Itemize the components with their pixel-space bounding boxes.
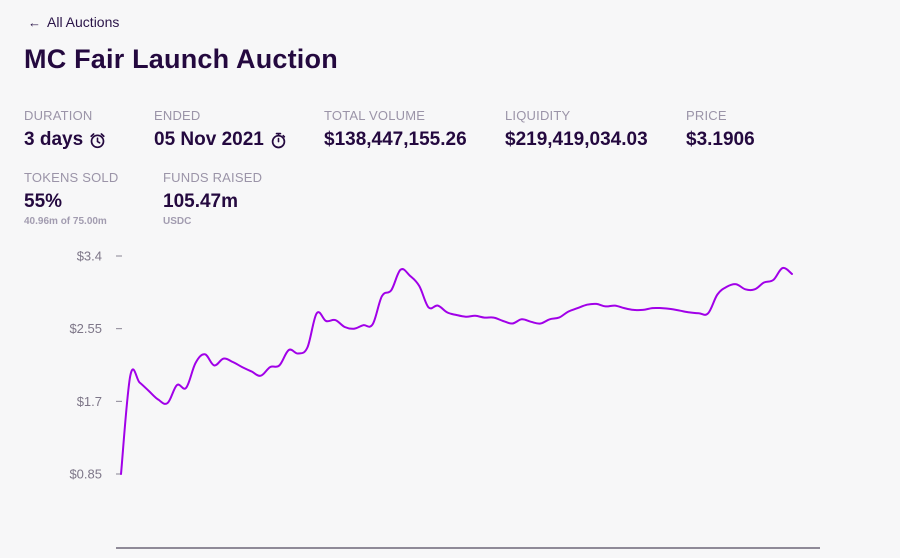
stat-liquidity-value: $219,419,034.03 [505,129,648,150]
stat-ended: ENDED 05 Nov 2021 [154,108,287,151]
stat-funds-raised-label: FUNDS RAISED [163,170,263,185]
stat-duration: DURATION 3 days [24,108,106,151]
stat-price-label: PRICE [686,108,727,123]
stat-funds-raised: FUNDS RAISED 105.47m USDC [163,170,262,227]
stat-price: PRICE $3.1906 [686,108,755,151]
y-tick-label: $1.7 [77,394,102,409]
stat-duration-value: 3 days [24,129,84,150]
back-link-label: All Auctions [47,14,120,30]
stat-total-volume-value: $138,447,155.26 [324,129,467,150]
page-title: MC Fair Launch Auction [24,44,338,74]
stat-ended-label: ENDED [154,108,201,123]
stat-liquidity-label: LIQUIDITY [505,108,571,123]
price-series-line [120,266,793,475]
stat-tokens-sold: TOKENS SOLD 55% 40.96m of 75.00m [24,170,118,227]
stat-liquidity: LIQUIDITY $219,419,034.03 [505,108,648,151]
price-chart: $0.85 $1.7 $2.55 $3.4 [69,249,820,549]
stat-ended-value: 05 Nov 2021 [154,129,264,150]
stat-tokens-sold-value: 55% [24,191,63,212]
stopwatch-icon [270,132,287,149]
back-to-all-auctions-link[interactable]: ← All Auctions [28,14,119,30]
stat-total-volume: TOTAL VOLUME $138,447,155.26 [324,108,467,151]
stat-price-value: $3.1906 [686,129,755,150]
stat-duration-label: DURATION [24,108,93,123]
stat-tokens-sold-label: TOKENS SOLD [24,170,119,185]
stat-funds-raised-sub: USDC [163,216,192,227]
stat-funds-raised-value: 105.47m [163,191,239,212]
stat-duration-row: 3 days [24,129,106,151]
stat-ended-row: 05 Nov 2021 [154,129,287,151]
alarm-clock-icon [89,132,106,149]
y-tick-label: $2.55 [69,321,102,336]
y-tick-label: $3.4 [77,249,102,264]
y-tick-label: $0.85 [69,467,102,482]
arrow-left-icon: ← [28,14,41,30]
stat-tokens-sold-sub: 40.96m of 75.00m [24,216,107,227]
stat-total-volume-label: TOTAL VOLUME [324,108,426,123]
